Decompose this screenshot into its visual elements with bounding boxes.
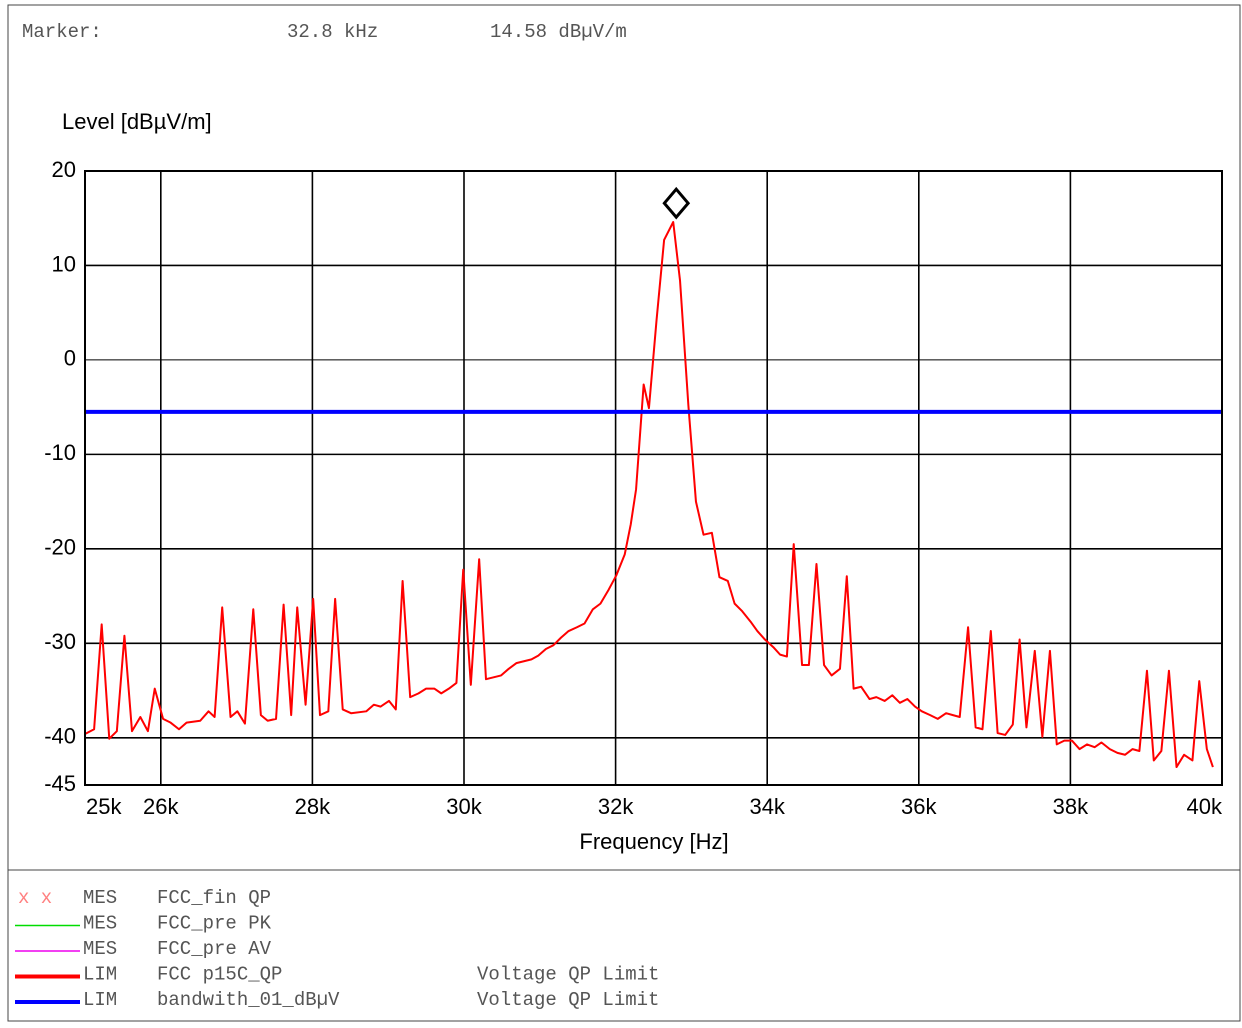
x-tick-label: 28k	[295, 794, 331, 819]
y-tick-label: -40	[44, 724, 76, 749]
x-tick-label: 32k	[598, 794, 634, 819]
y-tick-label: 20	[52, 157, 76, 182]
series-line	[84, 221, 1214, 769]
y-tick-label: -45	[44, 771, 76, 796]
x-tick-label: 25k	[86, 794, 122, 819]
x-axis-label: Frequency [Hz]	[579, 829, 728, 854]
legend-type: MES	[83, 887, 117, 909]
y-tick-label: 0	[64, 346, 76, 371]
y-tick-label: -20	[44, 535, 76, 560]
legend-name: FCC p15C_QP	[157, 964, 282, 986]
legend-name: FCC_pre PK	[157, 913, 272, 935]
legend-symbol: x x	[18, 887, 52, 909]
marker-level: 14.58 dBµV/m	[490, 21, 627, 43]
legend-name: FCC_pre AV	[157, 938, 272, 960]
plot-border	[84, 170, 1223, 786]
x-tick-label: 36k	[901, 794, 937, 819]
y-tick-label: 10	[52, 251, 76, 276]
frame	[7, 4, 1241, 1022]
x-tick-label: 40k	[1187, 794, 1223, 819]
marker-label: Marker:	[22, 21, 102, 43]
legend-type: LIM	[83, 964, 117, 986]
legend-type: MES	[83, 938, 117, 960]
legend-note: Voltage QP Limit	[477, 989, 659, 1011]
x-tick-label: 38k	[1053, 794, 1089, 819]
legend-type: MES	[83, 913, 117, 935]
y-tick-label: -10	[44, 440, 76, 465]
y-tick-label: -30	[44, 629, 76, 654]
x-tick-label: 30k	[446, 794, 482, 819]
legend-name: FCC_fin QP	[157, 887, 271, 909]
marker-frequency: 32.8 kHz	[287, 21, 378, 43]
legend-note: Voltage QP Limit	[477, 964, 659, 986]
legend-type: LIM	[83, 989, 117, 1011]
x-tick-label: 34k	[749, 794, 785, 819]
y-axis-label: Level [dBµV/m]	[62, 109, 212, 134]
legend-name: bandwith_01_dBµV	[157, 989, 340, 1011]
x-tick-label: 26k	[143, 794, 179, 819]
marker-diamond	[662, 186, 691, 220]
